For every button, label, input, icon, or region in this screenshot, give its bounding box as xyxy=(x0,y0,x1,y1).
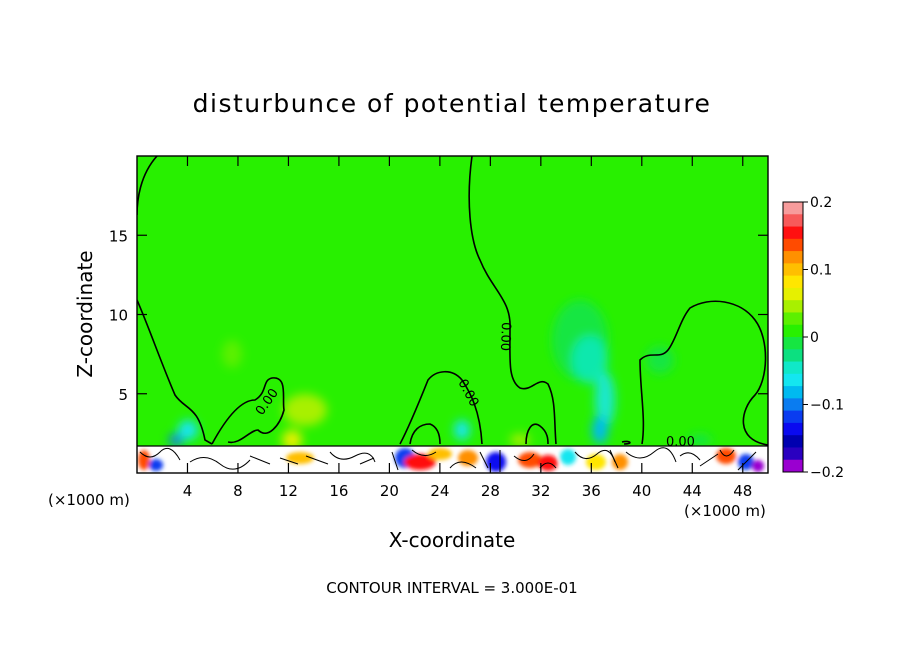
colorbar-swatch xyxy=(783,312,803,326)
y-axis: 5 10 15 xyxy=(109,227,768,404)
colorbar-swatch xyxy=(783,422,803,436)
colorbar-swatch xyxy=(783,263,803,277)
contour-label-3: 0.00 xyxy=(497,322,513,351)
colorbar-swatch xyxy=(783,398,803,412)
x-axis: 4 8 12 16 20 24 28 32 36 40 44 48 xyxy=(183,156,752,500)
zero-contours xyxy=(137,156,768,446)
colorbar-swatch xyxy=(783,447,803,461)
colorbar-swatch xyxy=(783,337,803,350)
x-axis-label: X-coordinate xyxy=(389,528,516,552)
x-tick-label: 36 xyxy=(582,482,601,500)
field-anomalies xyxy=(169,300,712,450)
x-tick-label: 44 xyxy=(683,482,702,500)
colorbar-tick-label: −0.1 xyxy=(810,398,844,414)
x-tick-label: 48 xyxy=(733,482,752,500)
x-unit-right: (×1000 m) xyxy=(684,502,766,520)
y-tick-label: 15 xyxy=(109,227,128,245)
x-tick-label: 12 xyxy=(279,482,298,500)
colorbar-swatch xyxy=(783,287,803,301)
colorbar-tick-label: 0 xyxy=(810,330,819,346)
colorbar-swatch xyxy=(783,459,803,473)
colorbar-swatch xyxy=(783,275,803,289)
x-unit-left: (×1000 m) xyxy=(48,491,130,509)
colorbar-swatch xyxy=(783,251,803,264)
field-background xyxy=(137,156,768,473)
x-tick-label: 24 xyxy=(430,482,449,500)
colorbar-swatch xyxy=(783,202,803,215)
x-tick-label: 32 xyxy=(531,482,550,500)
y-tick-label: 10 xyxy=(109,307,128,325)
plot-area: 0.00 0.00 0.00 0.00 xyxy=(137,156,768,473)
colorbar: 0.2 0.1 0 −0.1 −0.2 xyxy=(782,195,844,481)
x-tick-label: 16 xyxy=(329,482,348,500)
colorbar-swatch xyxy=(783,214,803,228)
colorbar-swatch xyxy=(783,349,803,363)
contour-interval-note: CONTOUR INTERVAL = 3.000E-01 xyxy=(326,579,577,597)
colorbar-swatch xyxy=(783,324,803,338)
x-tick-label: 28 xyxy=(481,482,500,500)
colorbar-tick-label: 0.1 xyxy=(810,263,832,279)
colorbar-swatch xyxy=(783,226,803,240)
colorbar-swatch xyxy=(783,410,803,424)
x-tick-label: 40 xyxy=(632,482,651,500)
chart-title: disturbunce of potential temperature xyxy=(193,89,712,118)
colorbar-swatch xyxy=(783,361,803,375)
colorbar-tick-label: −0.2 xyxy=(810,465,844,481)
colorbar-swatch xyxy=(783,435,803,448)
colorbar-swatch xyxy=(783,373,803,387)
colorbar-swatch xyxy=(783,238,803,252)
x-tick-label: 4 xyxy=(183,482,193,500)
colorbar-swatch xyxy=(783,300,803,313)
boundary-layer xyxy=(137,445,768,473)
y-axis-label: Z-coordinate xyxy=(73,250,97,377)
colorbar-swatch xyxy=(783,386,803,399)
colorbar-tick-label: 0.2 xyxy=(810,195,832,211)
contour-label-4: 0.00 xyxy=(666,435,695,450)
x-tick-label: 8 xyxy=(233,482,243,500)
x-tick-label: 20 xyxy=(380,482,399,500)
y-tick-label: 5 xyxy=(118,386,128,404)
